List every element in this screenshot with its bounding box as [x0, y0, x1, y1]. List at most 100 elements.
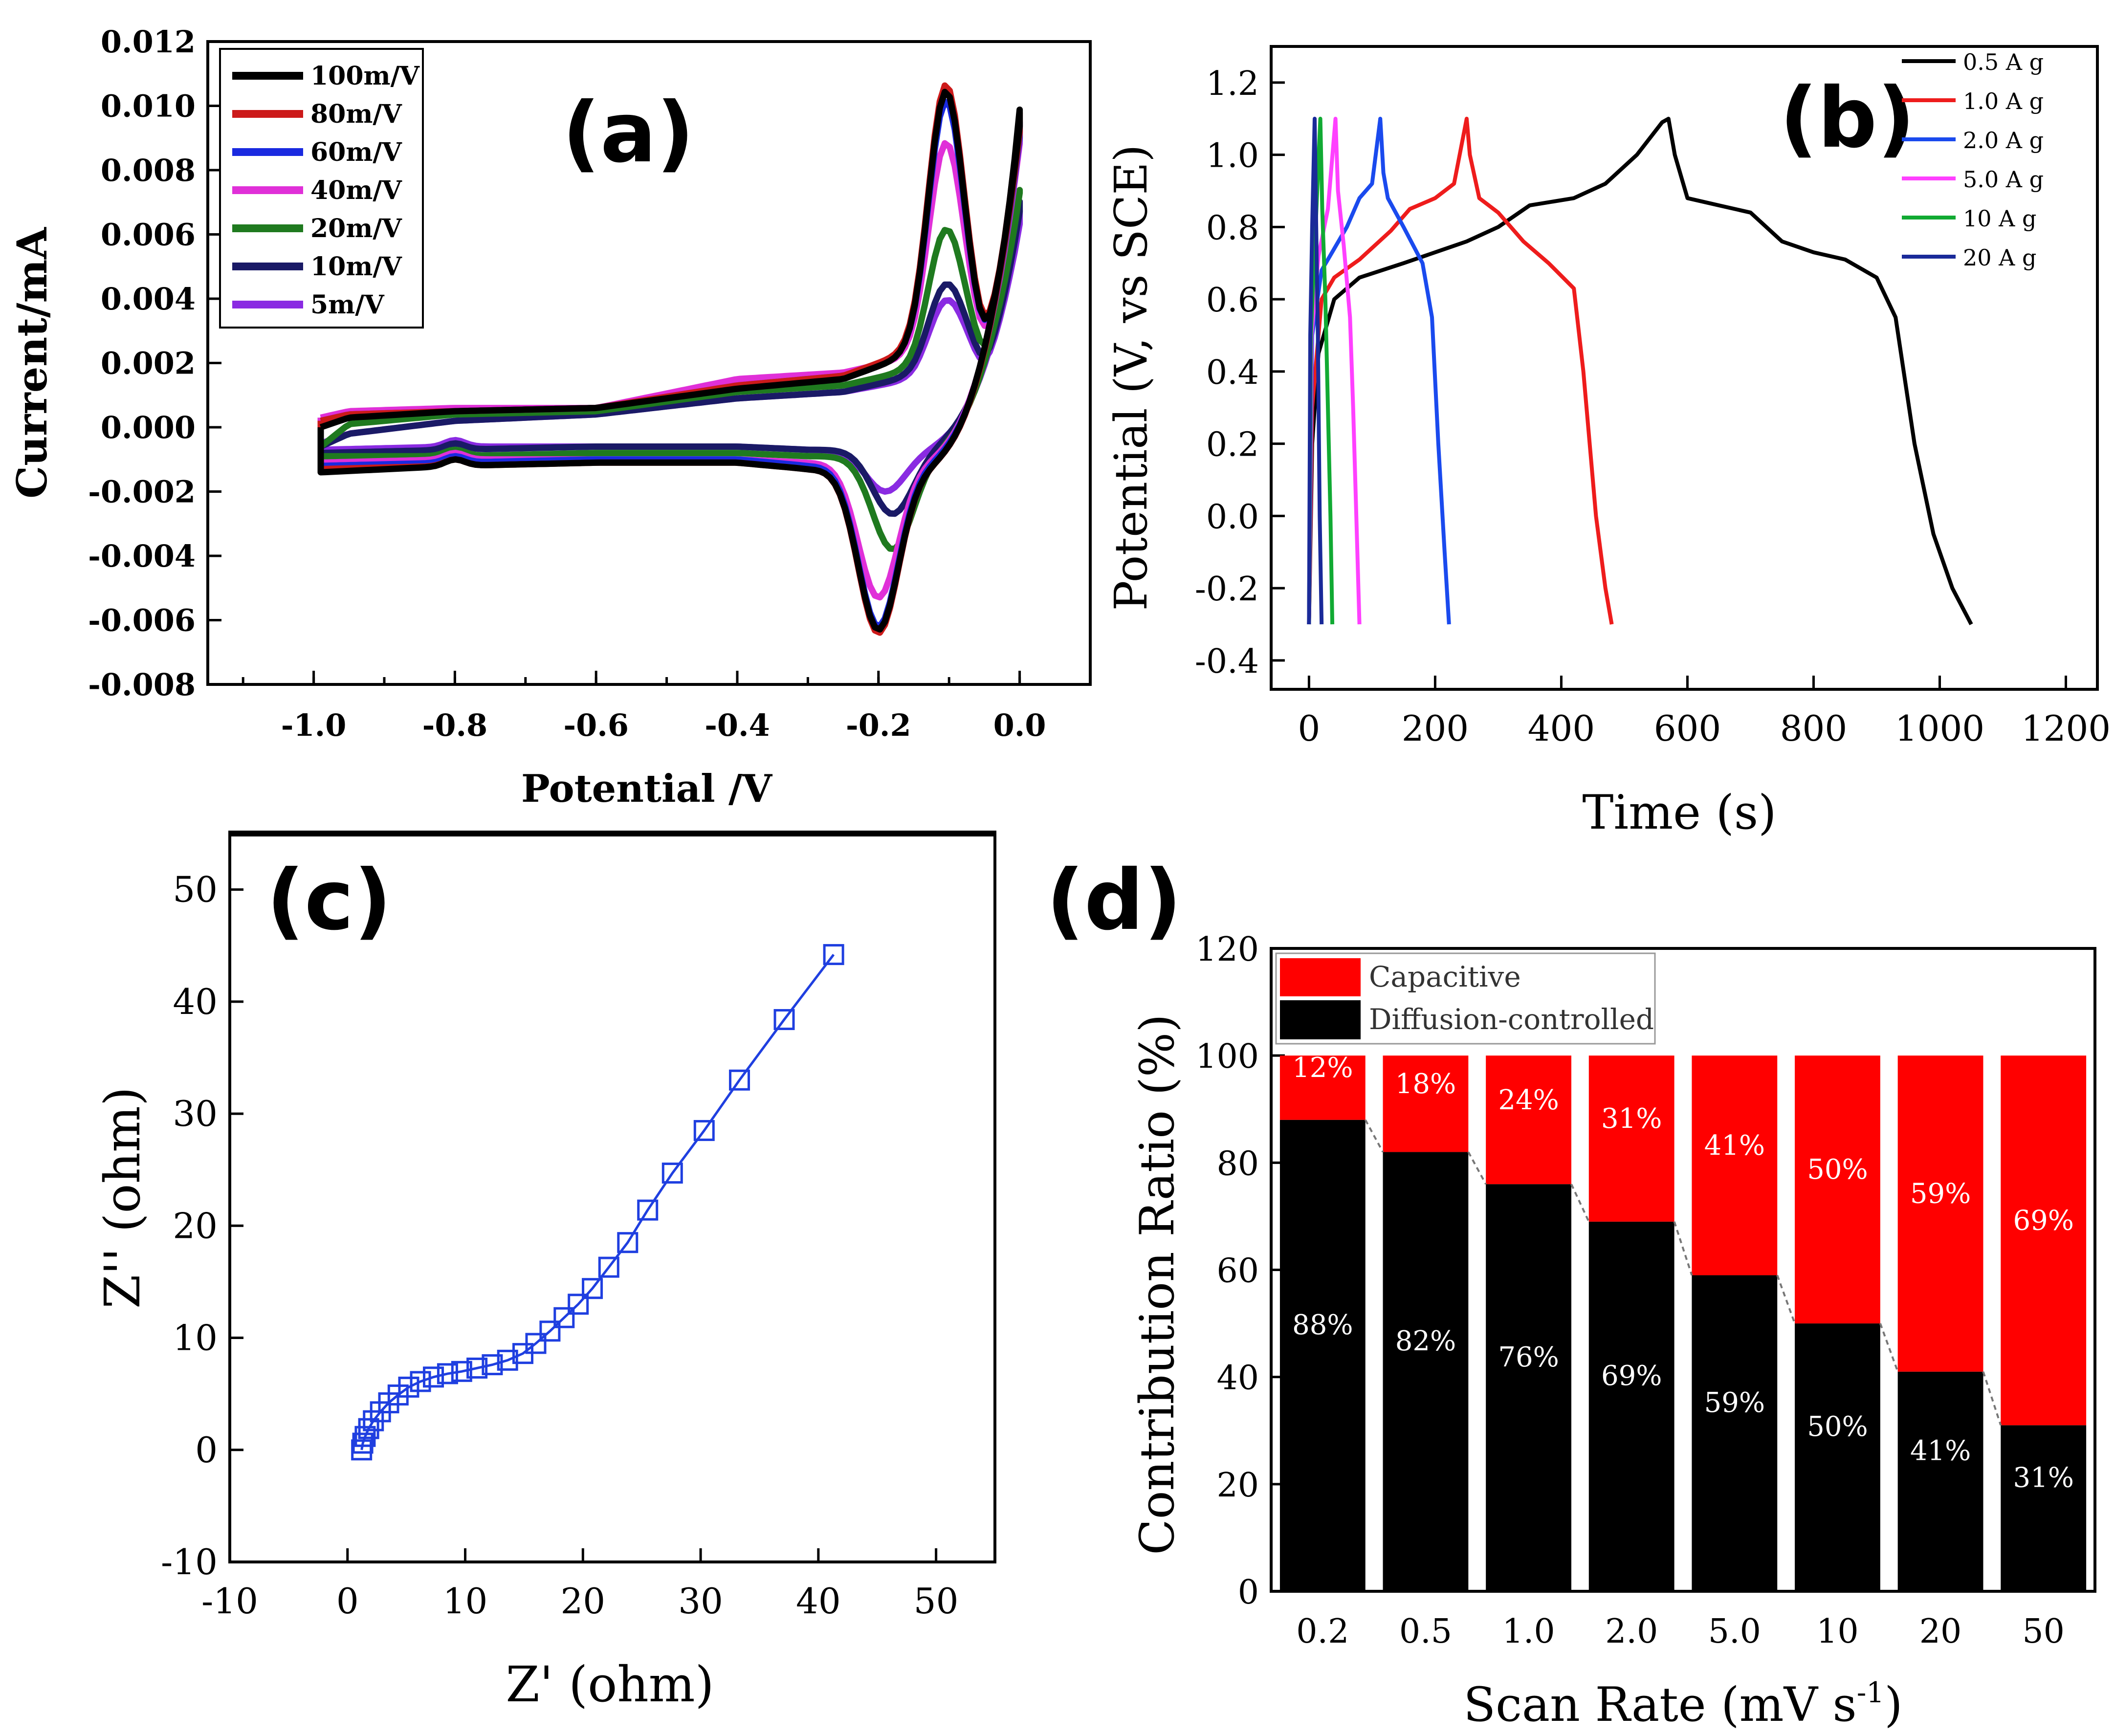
connector-line	[1570, 1184, 1590, 1222]
data-label-diffusion: 50%	[1807, 1411, 1868, 1443]
data-point	[497, 1349, 518, 1371]
legend-label: 1.0 A g	[1963, 88, 2044, 114]
x-tick-label: 2.0	[1605, 1612, 1658, 1651]
data-label-capacitive: 50%	[1807, 1154, 1868, 1186]
data-label-capacitive: 41%	[1704, 1130, 1765, 1162]
x-tick-label: 600	[1654, 708, 1721, 749]
panel-letter: (c)	[266, 852, 392, 949]
panel-b-gcd-curves: 0 200 400 600 800 1000 1200 -0.4 -0.2 0.0 0.2 0.4 0.…	[1105, 45, 2111, 840]
data-label-diffusion: 59%	[1704, 1387, 1765, 1419]
data-point	[387, 1384, 409, 1406]
data-label-capacitive: 31%	[1601, 1103, 1662, 1135]
legend-swatch-diffusion	[1280, 1000, 1361, 1039]
x-axis-title-exponent: -1	[1857, 1676, 1885, 1709]
data-point	[466, 1357, 488, 1379]
bar-diffusion-1.0	[1486, 1184, 1571, 1591]
y-tick-label: 0.0	[1206, 498, 1259, 536]
data-point	[661, 1163, 683, 1184]
series-line-1-0-A-g-1	[1307, 116, 1614, 625]
data-point	[358, 1418, 379, 1439]
connector-line	[1673, 1221, 1693, 1276]
x-tick-label: 400	[1528, 708, 1595, 749]
y-tick-label: -0.002	[88, 474, 196, 510]
x-tick-label: 0.0	[993, 707, 1046, 743]
y-tick-label: 100	[1195, 1037, 1259, 1076]
connector-line	[1467, 1151, 1487, 1185]
legend-label: 10m/V	[310, 252, 402, 282]
x-tick-label: 50	[914, 1581, 959, 1622]
y-tick-label: 0.4	[1206, 353, 1259, 392]
y-tick-label: -0.2	[1195, 570, 1259, 609]
x-tick-label: 50	[2022, 1612, 2065, 1651]
bar-diffusion-0.2	[1279, 1120, 1366, 1591]
series-line-100m-V	[317, 88, 1023, 633]
y-axis-title: Contribution Ratio (%)	[1130, 1014, 1185, 1555]
y-tick-label: -0.006	[88, 603, 196, 638]
y-tick-label: 50	[173, 869, 218, 910]
plot-frame	[1270, 45, 2099, 691]
y-tick-label: -0.4	[1195, 642, 1259, 681]
x-tick-label: 0.5	[1399, 1612, 1452, 1651]
bar-diffusion-50	[2001, 1425, 2087, 1591]
y-axis-title: Potential (V, vs SCE)	[1105, 145, 1157, 611]
data-label-capacitive: 18%	[1395, 1068, 1456, 1100]
bar-capacitive-0.5	[1383, 1055, 1469, 1152]
y-tick-label: 30	[173, 1093, 218, 1134]
bar-diffusion-5.0	[1692, 1275, 1778, 1591]
bar-capacitive-5.0	[1692, 1055, 1778, 1275]
data-point	[617, 1232, 639, 1253]
y-tick-label: 0.6	[1206, 281, 1259, 320]
bar-diffusion-2.0	[1588, 1221, 1674, 1591]
legend-label: 0.5 A g	[1963, 49, 2044, 75]
bar-capacitive-2.0	[1588, 1055, 1674, 1222]
y-tick-label: 0.004	[101, 281, 196, 317]
x-tick-label: 10	[443, 1581, 488, 1622]
x-tick-label: 800	[1780, 708, 1847, 749]
bar-capacitive-1.0	[1486, 1055, 1571, 1185]
bar-diffusion-20	[1897, 1371, 1983, 1591]
y-tick-label: 0.006	[101, 217, 196, 253]
data-label-diffusion: 76%	[1498, 1341, 1559, 1373]
x-tick-label: 5.0	[1708, 1612, 1761, 1651]
legend-label: 2.0 A g	[1963, 127, 2044, 154]
data-point	[437, 1363, 458, 1384]
y-tick-label: -0.004	[88, 538, 196, 574]
data-label-diffusion: 31%	[2013, 1462, 2073, 1494]
legend-label-diffusion: Diffusion-controlled	[1369, 1003, 1654, 1036]
data-point	[598, 1256, 619, 1278]
x-axis-title: Scan Rate (mV s-1)	[1463, 1676, 1902, 1732]
data-point	[525, 1333, 547, 1354]
x-tick-label: 20	[560, 1581, 605, 1622]
bar-capacitive-0.2	[1279, 1055, 1366, 1120]
data-point	[352, 1432, 374, 1454]
x-tick-label: -0.8	[422, 707, 488, 743]
data-point	[398, 1376, 419, 1398]
y-tick-label: 60	[1216, 1252, 1259, 1291]
data-label-capacitive: 69%	[2013, 1205, 2073, 1236]
connector-line	[1982, 1371, 2002, 1426]
bar-capacitive-20	[1897, 1055, 1983, 1372]
legend-label: 20 A g	[1963, 244, 2036, 271]
y-tick-label: 0.8	[1206, 209, 1259, 247]
y-tick-label: -0.008	[88, 667, 196, 703]
x-tick-label: -0.6	[563, 707, 629, 743]
panel-letter: (d)	[1046, 852, 1182, 949]
data-label-capacitive: 59%	[1910, 1178, 1971, 1210]
data-point	[729, 1069, 750, 1091]
x-tick-label: 40	[796, 1581, 841, 1622]
legend-label: 5.0 A g	[1963, 166, 2044, 193]
y-tick-label: 0	[1238, 1573, 1259, 1612]
x-tick-label: 0	[1298, 708, 1320, 749]
x-axis-title: Z' (ohm)	[506, 1656, 714, 1713]
x-tick-label: 1200	[2021, 708, 2111, 749]
data-label-diffusion: 82%	[1395, 1325, 1456, 1357]
panel-letter: (b)	[1780, 70, 1915, 167]
x-tick-label: 0.2	[1296, 1612, 1349, 1651]
y-tick-label: 0.012	[101, 24, 196, 60]
series-line-0-5-A-g-1	[1307, 116, 1973, 625]
bar-diffusion-0.5	[1383, 1152, 1469, 1591]
data-point	[423, 1366, 444, 1388]
legend-swatch-capacitive	[1280, 958, 1361, 996]
data-label-capacitive: 24%	[1498, 1084, 1559, 1116]
x-axis-title: Potential /V	[521, 767, 772, 811]
